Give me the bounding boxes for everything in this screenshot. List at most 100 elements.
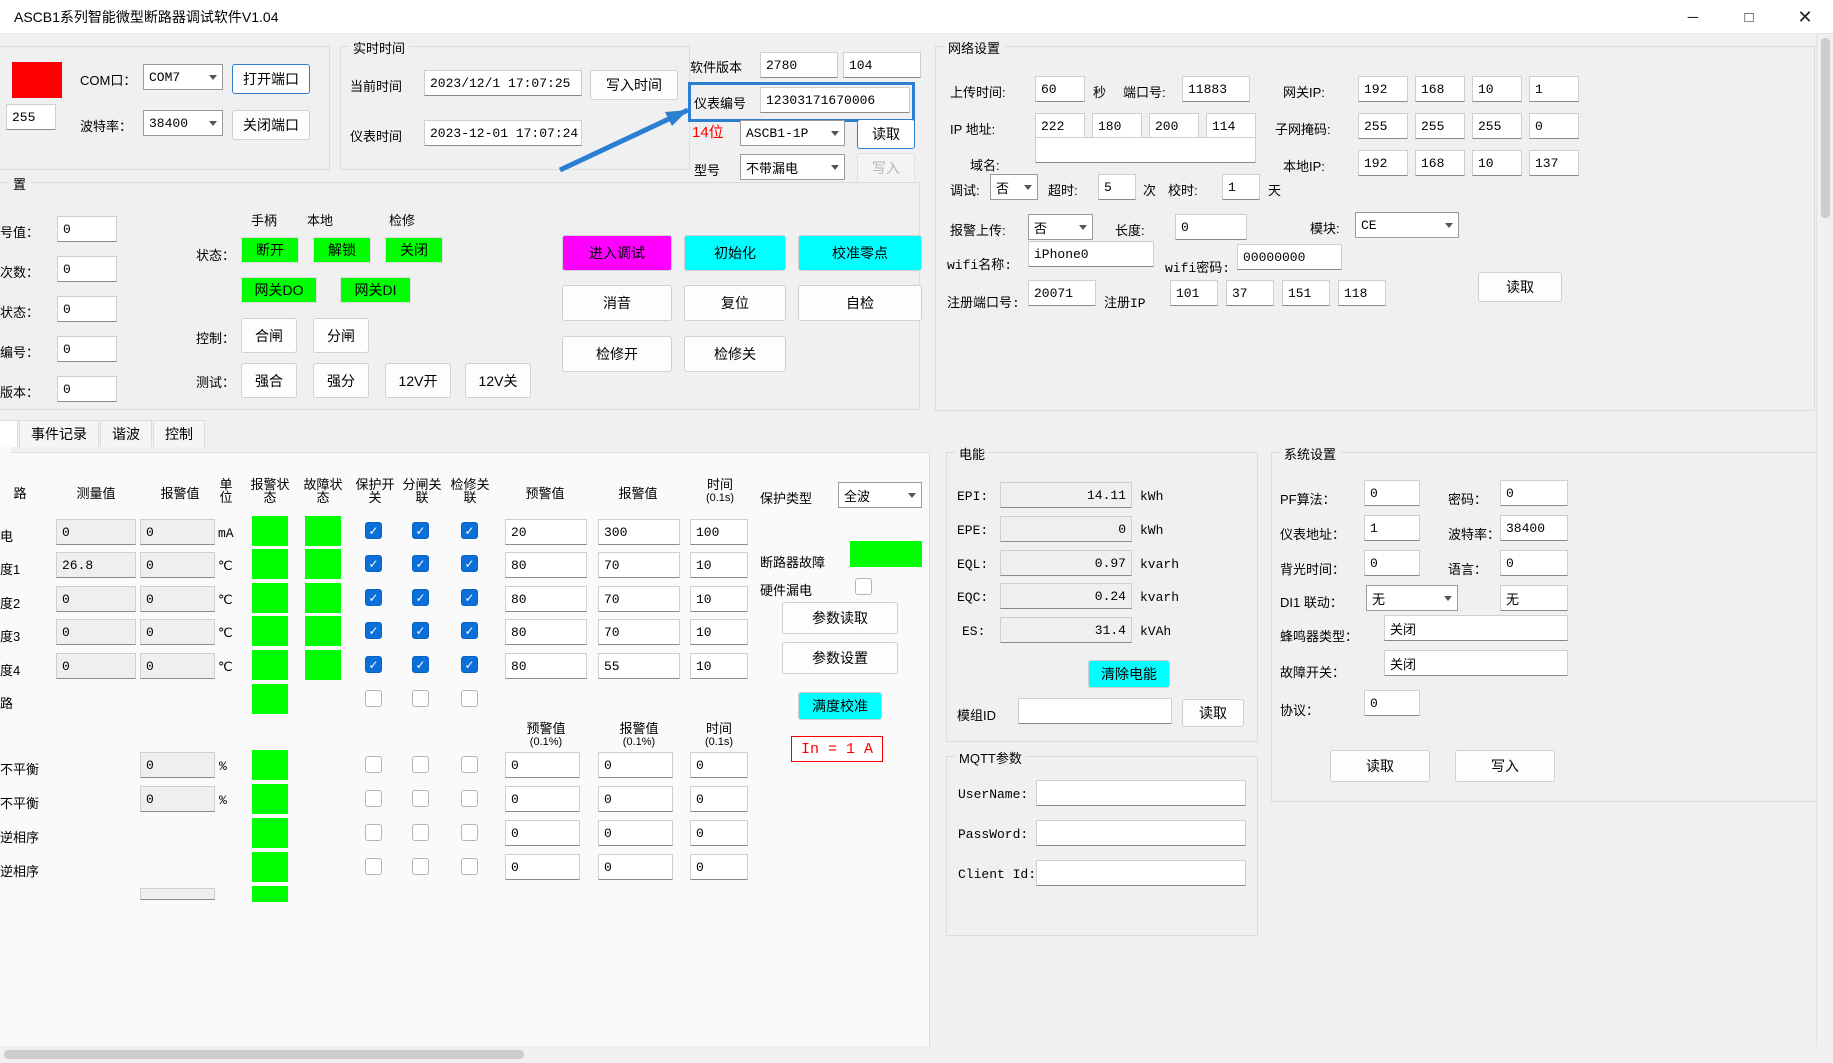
protection-type-select[interactable]: 全波 xyxy=(838,482,922,508)
wifi-password-input[interactable]: 00000000 xyxy=(1237,244,1342,270)
port-input[interactable]: 11883 xyxy=(1182,76,1250,102)
local-octet-4[interactable]: 137 xyxy=(1529,150,1579,176)
current-time-input[interactable]: 2023/12/1 17:07:25 xyxy=(424,70,582,96)
row2-trip-2[interactable] xyxy=(412,824,429,841)
register-ip-octet-1[interactable]: 101 xyxy=(1170,280,1218,306)
row2-alarm2-0[interactable]: 0 xyxy=(598,752,673,778)
row2-maint-3[interactable] xyxy=(461,858,478,875)
row2-alarm2-2[interactable]: 0 xyxy=(598,820,673,846)
field-input-1[interactable]: 0 xyxy=(57,256,117,282)
hardware-leakage-checkbox[interactable] xyxy=(855,578,872,595)
gateway-octet-4[interactable]: 1 xyxy=(1529,76,1579,102)
software-version-input-2[interactable]: 104 xyxy=(843,52,921,78)
system-write-button[interactable]: 写入 xyxy=(1455,750,1555,782)
row-prealarm-1[interactable]: 80 xyxy=(505,552,587,578)
row-maint-2[interactable]: ✓ xyxy=(461,589,478,606)
row-alarm-2[interactable]: 0 xyxy=(140,586,215,612)
row-alarm-1[interactable]: 0 xyxy=(140,552,215,578)
close-port-button[interactable]: 关闭端口 xyxy=(232,110,310,140)
pf-algorithm-input[interactable]: 0 xyxy=(1364,480,1420,506)
buzzer-type-input[interactable]: 关闭 xyxy=(1384,615,1568,641)
alarm-upload-select[interactable]: 否 xyxy=(1028,214,1093,240)
device-model-select[interactable]: ASCB1-1P xyxy=(740,120,845,146)
row-protect-3[interactable]: ✓ xyxy=(365,622,382,639)
row-trip-4[interactable]: ✓ xyxy=(412,656,429,673)
row-time-4[interactable]: 10 xyxy=(690,653,748,679)
protocol-input[interactable]: 0 xyxy=(1364,690,1420,716)
calibrate-zero-button[interactable]: 校准零点 xyxy=(798,235,922,271)
12v-on-button[interactable]: 12V开 xyxy=(385,363,451,398)
initialize-button[interactable]: 初始化 xyxy=(684,235,786,271)
row2-alarm-1[interactable]: 0 xyxy=(140,786,215,812)
row-maint-4[interactable]: ✓ xyxy=(461,656,478,673)
language-input[interactable]: 0 xyxy=(1500,550,1568,576)
mqtt-username-input[interactable] xyxy=(1036,780,1246,806)
force-close-button[interactable]: 强合 xyxy=(241,363,297,398)
row2-trip-0[interactable] xyxy=(412,756,429,773)
field-input-0[interactable]: 0 xyxy=(57,216,117,242)
system-read-button[interactable]: 读取 xyxy=(1330,750,1430,782)
param-set-button[interactable]: 参数设置 xyxy=(782,642,898,674)
register-port-input[interactable]: 20071 xyxy=(1028,280,1096,306)
vertical-scrollbar[interactable] xyxy=(1816,34,1833,1046)
row-alarm2-3[interactable]: 70 xyxy=(598,619,680,645)
row2-protect-2[interactable] xyxy=(365,824,382,841)
row-measured-1[interactable]: 26.8 xyxy=(56,552,136,578)
network-read-button[interactable]: 读取 xyxy=(1478,272,1562,302)
tab-main[interactable] xyxy=(0,420,18,447)
12v-off-button[interactable]: 12V关 xyxy=(465,363,531,398)
row-prealarm-4[interactable]: 80 xyxy=(505,653,587,679)
field-input-4[interactable]: 0 xyxy=(57,376,117,402)
meter-time-input[interactable]: 2023-12-01 17:07:24 xyxy=(424,120,582,146)
row2-time-1[interactable]: 0 xyxy=(690,786,748,812)
debug-select[interactable]: 否 xyxy=(990,174,1038,200)
open-port-button[interactable]: 打开端口 xyxy=(232,64,310,94)
length-input[interactable]: 0 xyxy=(1175,214,1247,240)
tab-harmonics[interactable]: 谐波 xyxy=(100,420,152,447)
row-alarm2-4[interactable]: 55 xyxy=(598,653,680,679)
local-octet-3[interactable]: 10 xyxy=(1472,150,1522,176)
row-trip-2[interactable]: ✓ xyxy=(412,589,429,606)
clock-sync-input[interactable]: 1 xyxy=(1222,174,1260,200)
module-id-input[interactable] xyxy=(1018,698,1172,724)
row-prealarm-0[interactable]: 20 xyxy=(505,519,587,545)
row-alarm-4[interactable]: 0 xyxy=(140,653,215,679)
software-version-input-1[interactable]: 2780 xyxy=(760,52,838,78)
row2-prealarm-2[interactable]: 0 xyxy=(505,820,580,846)
password-input[interactable]: 0 xyxy=(1500,480,1568,506)
backlight-time-input[interactable]: 0 xyxy=(1364,550,1420,576)
meter-number-input[interactable]: 12303171670006 xyxy=(760,87,910,113)
maintenance-on-button[interactable]: 检修开 xyxy=(562,336,672,372)
field-input-3[interactable]: 0 xyxy=(57,336,117,362)
mask-octet-2[interactable]: 255 xyxy=(1415,113,1465,139)
row-time-3[interactable]: 10 xyxy=(690,619,748,645)
row2-alarm2-3[interactable]: 0 xyxy=(598,854,673,880)
gateway-octet-2[interactable]: 168 xyxy=(1415,76,1465,102)
local-octet-1[interactable]: 192 xyxy=(1358,150,1408,176)
meter-address-input[interactable]: 1 xyxy=(1364,515,1420,541)
device-type-select[interactable]: 不带漏电 xyxy=(740,154,845,180)
ip-octet-4[interactable]: 114 xyxy=(1206,113,1256,139)
write-time-button[interactable]: 写入时间 xyxy=(590,70,678,100)
gateway-octet-1[interactable]: 192 xyxy=(1358,76,1408,102)
row-time-1[interactable]: 10 xyxy=(690,552,748,578)
vertical-scrollbar-thumb[interactable] xyxy=(1821,38,1830,218)
ip-octet-3[interactable]: 200 xyxy=(1149,113,1199,139)
row-prealarm-3[interactable]: 80 xyxy=(505,619,587,645)
row2-partial-input[interactable] xyxy=(140,888,215,900)
register-ip-octet-4[interactable]: 118 xyxy=(1338,280,1386,306)
module-select[interactable]: CE xyxy=(1355,212,1459,238)
domain-input[interactable] xyxy=(1035,137,1256,163)
device-read-button[interactable]: 读取 xyxy=(857,119,915,149)
mute-button[interactable]: 消音 xyxy=(562,285,672,321)
row-trip-5[interactable] xyxy=(412,690,429,707)
row-protect-0[interactable]: ✓ xyxy=(365,522,382,539)
mask-octet-3[interactable]: 255 xyxy=(1472,113,1522,139)
row-alarm2-0[interactable]: 300 xyxy=(598,519,680,545)
tab-event-log[interactable]: 事件记录 xyxy=(19,420,99,447)
row-maint-1[interactable]: ✓ xyxy=(461,555,478,572)
row-trip-0[interactable]: ✓ xyxy=(412,522,429,539)
param-read-button[interactable]: 参数读取 xyxy=(782,602,898,634)
row-trip-3[interactable]: ✓ xyxy=(412,622,429,639)
system-baud-input[interactable]: 38400 xyxy=(1500,515,1568,541)
